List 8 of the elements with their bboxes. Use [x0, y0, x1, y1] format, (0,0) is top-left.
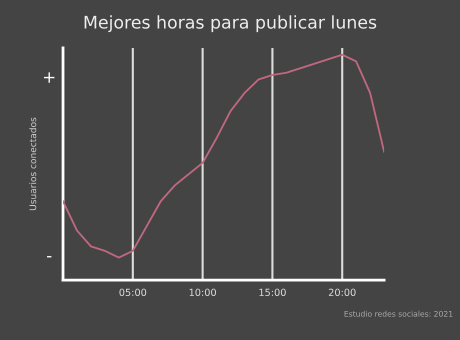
y-axis-title: Usuarios conectados [29, 118, 36, 210]
x-tick-label: 15:00 [259, 288, 286, 296]
text: - [47, 256, 52, 258]
x-tick-label: 05:00 [119, 288, 146, 296]
x-tick-label: 10:00 [190, 288, 216, 296]
chart-title: Mejores horas para publicar lunes [84, 15, 376, 32]
x-tick-label: 20:00 [328, 288, 356, 296]
text: + [44, 72, 54, 83]
